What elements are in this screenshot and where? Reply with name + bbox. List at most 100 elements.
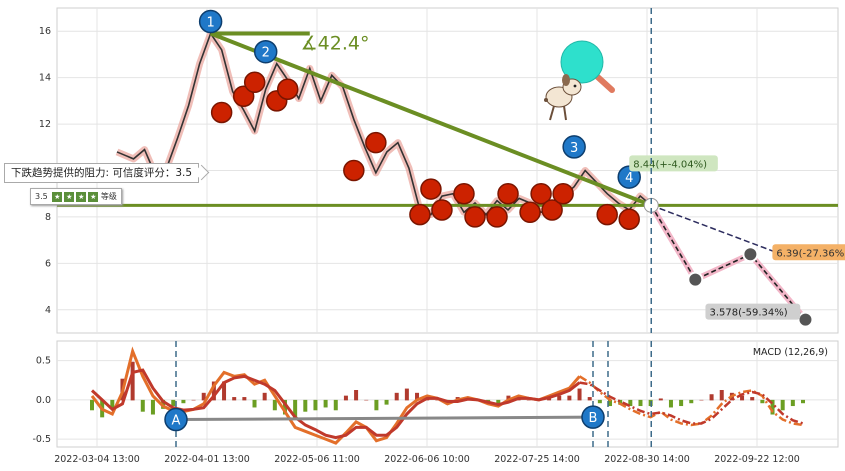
macd-histogram-bar [608,399,613,407]
signal-note-icon [541,199,563,221]
y-tick-label: 6 [45,258,51,269]
macd-histogram-bar [191,399,196,401]
macd-histogram-bar [211,381,216,401]
macd-title: MACD (12,26,9) [753,347,828,358]
resistance-trendline [209,31,652,208]
divergence-line [175,415,594,422]
macd-histogram-bar [282,399,287,415]
macd-histogram-bar [242,397,247,401]
projection-label: 6.39(-27.36%) [776,248,845,259]
signal-note-icon [276,78,299,100]
divergence-label: A [172,414,181,429]
macd-histogram-bar [333,399,338,411]
macd-histogram-bar [801,399,805,404]
macd-histogram-bar [760,399,765,404]
macd-histogram-bar [252,399,257,408]
y-tick-label: -0.5 [32,434,51,445]
pivot-label: 1 [206,16,214,31]
rating-tail: 等级 [100,192,117,201]
macd-histogram-bar [679,399,684,407]
projection-point [742,246,759,263]
signal-note-icon [409,203,431,226]
rating-star-icon: ★ [64,191,75,202]
pivot-marker [198,9,223,34]
macd-histogram-bar [140,399,145,412]
signal-note-icon [486,206,508,228]
macd-histogram-bar [577,388,582,401]
macd-histogram-bar [719,389,724,401]
signal-note-icon [618,208,640,230]
macd-histogram-bar [506,395,511,401]
macd-histogram-bar [394,392,399,401]
signal-note-icon [243,71,266,94]
macd-histogram-bar [587,397,592,401]
signal-note-icon [343,159,365,182]
macd-histogram-bar [171,399,176,407]
x-tick-label: 2022-08-30 14:00 [604,454,690,465]
macd-histogram-bar [628,399,633,407]
macd-histogram-bar [658,398,663,401]
macd-histogram-bar [689,399,694,404]
signal-note-icon [596,203,618,226]
macd-histogram-bar [404,388,409,401]
target-label: 8.44(+-4.04%) [633,159,707,170]
macd-histogram-bar [222,381,227,401]
x-tick-label: 2022-09-22 12:00 [714,454,800,465]
macd-projection-line [578,375,804,427]
pivot-marker [253,39,278,64]
macd-histogram-bar [780,399,785,411]
signal-note-icon [420,178,442,200]
divergence-marker [164,407,188,432]
macd-histogram-bar [364,399,369,401]
divergence-label: B [589,411,598,426]
macd-histogram-bar [668,399,673,408]
pivot-marker [562,135,586,159]
x-tick-label: 2022-03-04 13:00 [54,454,140,465]
pivot-marker [617,165,641,189]
signal-note-icon [210,101,233,124]
macd-histogram-bar [201,392,206,401]
signal-note-icon [431,199,453,221]
macd-histogram-bar [415,392,420,401]
macd-histogram-bar [638,399,643,407]
macd-histogram-bar [293,399,298,419]
macd-histogram-bar [374,399,379,411]
macd-histogram-bar [770,399,775,415]
y-tick-label: 12 [39,119,51,130]
mascot-illustration [544,40,615,121]
macd-histogram-bar [526,399,531,401]
macd-histogram-bar [557,395,562,401]
macd-histogram-bar [567,395,572,401]
macd-histogram-bar [150,399,155,415]
y-tick-label: 0.0 [36,395,51,406]
pivot-label: 2 [262,46,270,61]
macd-histogram-bar [90,399,94,411]
x-tick-label: 2022-07-25 14:00 [494,454,580,465]
rating-star-icon: ★ [88,191,99,202]
projection-branch [650,204,781,255]
signal-note-icon [519,201,541,224]
signal-note-icon [232,85,255,107]
macd-histogram-bar [181,399,186,404]
macd-histogram-bar [262,392,267,401]
y-tick-label: 8 [45,212,51,223]
pivot-label: 4 [625,171,633,186]
macd-histogram-bar [130,361,135,401]
macd-histogram-bar [740,395,745,401]
y-tick-label: 14 [39,73,51,84]
y-tick-label: 4 [45,305,51,316]
signal-line [90,368,581,440]
signal-note-icon [365,131,387,154]
divergence-marker [581,405,605,429]
macd-panel [56,340,839,448]
macd-histogram-bar [790,399,795,407]
macd-histogram-bar [110,399,115,409]
rating-value: 3.5 [35,192,48,201]
projection-point [687,271,704,288]
macd-histogram-bar [343,395,348,401]
macd-histogram-bar [313,399,318,411]
signal-note-icon [497,182,519,205]
projection-label: 3.578(-59.34%) [709,308,787,319]
x-tick-label: 2022-05-06 11:00 [274,454,360,465]
